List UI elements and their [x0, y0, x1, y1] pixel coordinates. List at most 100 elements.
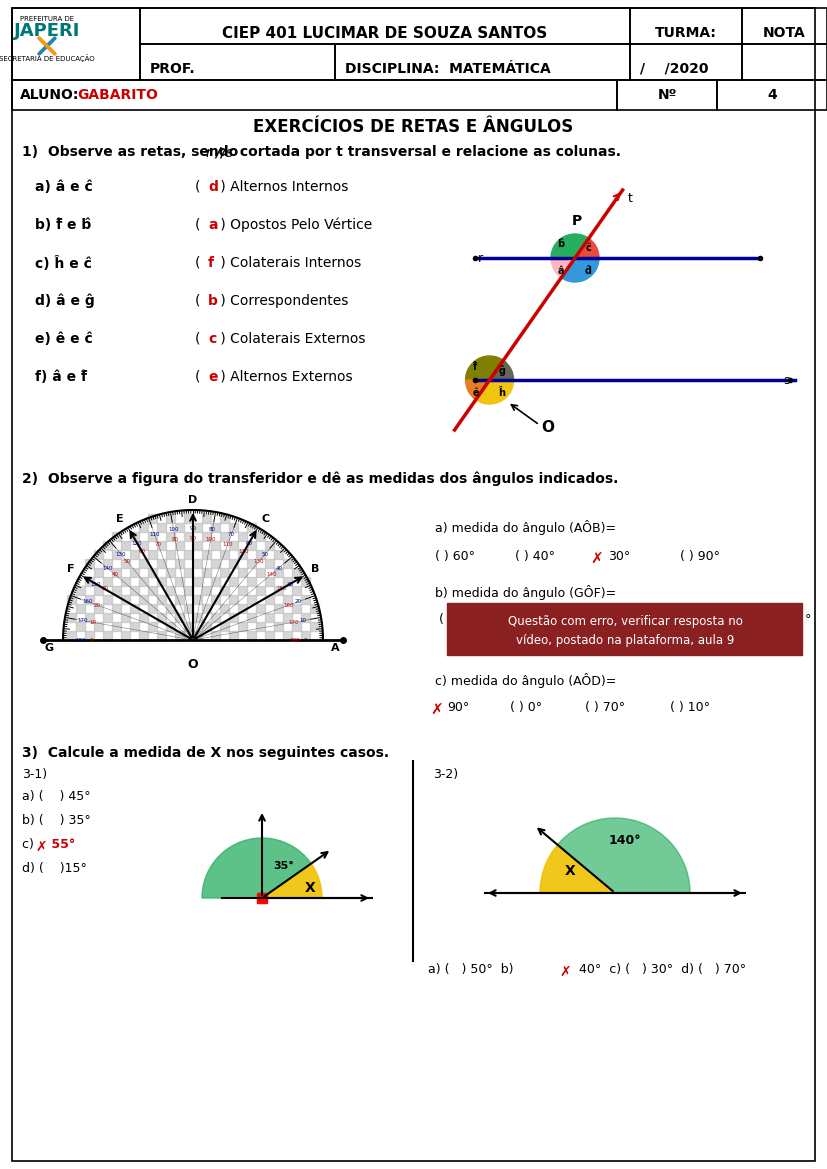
Text: ( ) 40°: ( ) 40°	[515, 549, 555, 563]
Text: ( ) 10°: ( ) 10°	[670, 701, 710, 714]
Bar	[193, 631, 202, 639]
Text: b: b	[208, 293, 218, 307]
Text: 90: 90	[189, 535, 197, 540]
Wedge shape	[466, 380, 490, 400]
Text: 150: 150	[276, 587, 287, 592]
Bar	[220, 514, 229, 523]
Text: 40: 40	[112, 572, 118, 577]
Bar	[157, 541, 166, 549]
Text: 3-1): 3-1)	[22, 768, 47, 781]
Text: 3)  Calcule a medida de X nos seguintes casos.: 3) Calcule a medida de X nos seguintes c…	[22, 746, 390, 760]
Text: EXERCÍCIOS DE RETAS E ÂNGULOS: EXERCÍCIOS DE RETAS E ÂNGULOS	[253, 118, 574, 136]
Bar	[157, 631, 166, 639]
Bar	[265, 613, 274, 622]
Bar	[247, 631, 256, 639]
Bar	[202, 604, 211, 613]
Bar	[184, 586, 193, 595]
Bar	[12, 8, 140, 79]
Text: f̂: f̂	[473, 362, 478, 372]
Bar	[166, 604, 175, 613]
Wedge shape	[551, 258, 575, 278]
Bar	[139, 613, 148, 622]
Bar	[202, 532, 211, 541]
FancyBboxPatch shape	[447, 603, 802, 655]
Bar	[184, 532, 193, 541]
Text: 30: 30	[286, 581, 294, 587]
Text: d: d	[208, 180, 218, 194]
Bar	[310, 622, 319, 631]
Text: b) medida do ângulo (GÔF)=: b) medida do ângulo (GÔF)=	[435, 584, 616, 600]
Text: 130: 130	[253, 559, 264, 565]
Bar	[283, 595, 292, 604]
Text: X: X	[565, 864, 576, 878]
Text: 70: 70	[155, 541, 161, 547]
Text: 160: 160	[83, 600, 93, 604]
Text: 2)  Observe a figura do transferidor e dê as medidas dos ângulos indicados.: 2) Observe a figura do transferidor e dê…	[22, 472, 619, 486]
Bar	[121, 613, 130, 622]
Text: °: °	[805, 613, 811, 627]
Text: ) Colaterais Externos: ) Colaterais Externos	[216, 332, 366, 346]
Text: ê: ê	[472, 388, 479, 397]
Text: ) Alternos Internos: ) Alternos Internos	[216, 180, 348, 194]
Bar	[256, 586, 265, 595]
Bar	[238, 549, 247, 559]
Bar	[211, 559, 220, 568]
Text: SECRETARIA DE EDUCAÇÃO: SECRETARIA DE EDUCAÇÃO	[0, 54, 95, 62]
Bar	[76, 586, 85, 595]
Text: 170: 170	[288, 620, 299, 624]
Text: a) (   ) 50°  b): a) ( ) 50° b)	[428, 963, 518, 976]
Bar	[103, 595, 112, 604]
Bar	[148, 549, 157, 559]
Bar	[103, 541, 112, 549]
Text: 100: 100	[205, 537, 216, 542]
Bar	[301, 577, 310, 586]
Wedge shape	[476, 380, 514, 404]
Bar	[157, 559, 166, 568]
Bar	[220, 622, 229, 631]
Bar	[292, 622, 301, 631]
Text: 0: 0	[89, 637, 93, 643]
Bar	[229, 541, 238, 549]
Bar	[265, 541, 274, 549]
Bar	[112, 568, 121, 577]
Bar	[247, 541, 256, 549]
Bar	[211, 613, 220, 622]
Text: d) â e ĝ: d) â e ĝ	[35, 293, 95, 309]
Text: â: â	[557, 267, 564, 276]
Text: 120: 120	[239, 549, 249, 554]
Bar	[112, 622, 121, 631]
Text: (: (	[195, 180, 205, 194]
Bar	[139, 631, 148, 639]
Bar	[220, 532, 229, 541]
Bar	[112, 586, 121, 595]
Bar	[630, 44, 742, 79]
Text: 10: 10	[300, 618, 307, 623]
Bar	[157, 577, 166, 586]
Text: (: (	[195, 217, 205, 231]
Text: 60: 60	[246, 540, 252, 546]
Text: 3-2): 3-2)	[433, 768, 458, 781]
Bar	[166, 568, 175, 577]
Bar	[202, 586, 211, 595]
Text: 140°: 140°	[609, 835, 641, 848]
Text: 50: 50	[124, 559, 131, 565]
Text: d̂: d̂	[585, 267, 591, 276]
Text: 40: 40	[275, 566, 282, 570]
Bar	[283, 613, 292, 622]
Text: P: P	[572, 214, 582, 228]
Bar	[301, 595, 310, 604]
Text: 100: 100	[169, 527, 179, 532]
Text: 20: 20	[93, 602, 101, 608]
Bar	[184, 549, 193, 559]
Bar	[335, 44, 630, 79]
Text: ) Opostos Pelo Vértice: ) Opostos Pelo Vértice	[216, 217, 372, 233]
Text: 0: 0	[304, 637, 307, 643]
Bar	[310, 604, 319, 613]
Text: ( ) 70°: ( ) 70°	[585, 701, 625, 714]
Text: 60: 60	[138, 549, 146, 554]
Bar	[121, 595, 130, 604]
Text: 150: 150	[91, 581, 101, 587]
Bar	[175, 631, 184, 639]
Text: GABARITO: GABARITO	[77, 88, 158, 102]
Bar	[238, 586, 247, 595]
